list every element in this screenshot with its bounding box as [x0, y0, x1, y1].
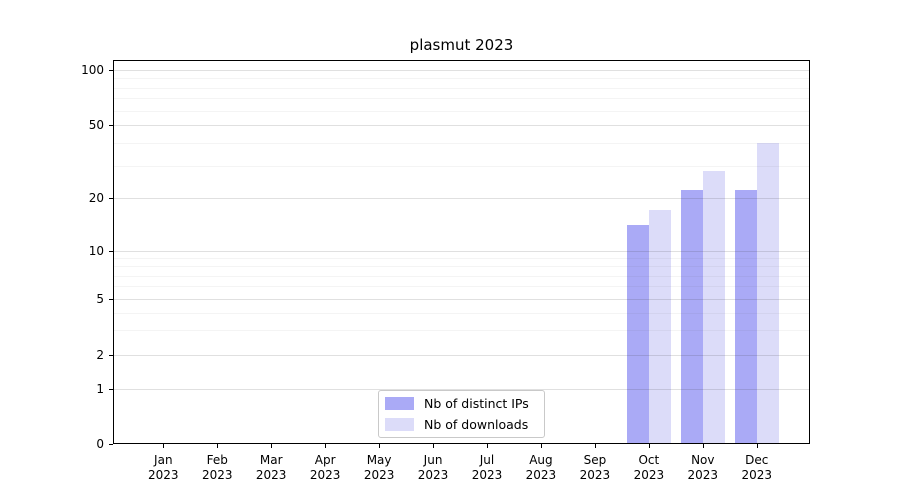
plot-area — [113, 60, 810, 444]
y-tick-label-100: 100 — [81, 62, 104, 77]
y-tick-mark-2 — [109, 354, 113, 356]
y-tick-mark-20 — [109, 198, 113, 199]
x-tick-mark-mar — [271, 444, 273, 448]
gridline-minor-6 — [113, 286, 810, 288]
y-tick-label-1: 1 — [96, 381, 104, 396]
gridline-minor-90 — [113, 78, 810, 80]
gridline-minor-8 — [113, 266, 810, 268]
bar-downloads-oct — [648, 210, 671, 444]
x-tick-mark-nov — [702, 444, 704, 448]
x-tick-label-may: May 2023 — [363, 453, 395, 482]
gridline-minor-30 — [113, 165, 810, 167]
legend-item-0: Nb of distinct IPs — [385, 395, 536, 413]
x-tick-mark-jul — [487, 444, 488, 448]
x-tick-mark-may — [379, 444, 381, 448]
bar-distinct-ips-oct — [627, 225, 649, 444]
gridline-minor-60 — [113, 110, 810, 112]
x-tick-label-apr: Apr 2023 — [309, 453, 341, 482]
gridline-100 — [113, 69, 810, 71]
gridline-2 — [113, 354, 810, 356]
x-tick-label-sep: Sep 2023 — [579, 453, 611, 482]
x-tick-mark-oct — [648, 444, 650, 448]
y-tick-label-10: 10 — [88, 243, 104, 258]
gridline-minor-70 — [113, 98, 810, 100]
legend-swatch-distinct-ips — [385, 397, 414, 411]
y-tick-mark-50 — [109, 125, 113, 126]
y-tick-label-5: 5 — [96, 292, 104, 306]
bar-downloads-nov — [702, 171, 725, 444]
gridline-minor-7 — [113, 275, 810, 277]
y-tick-label-20: 20 — [88, 191, 104, 205]
legend-label-distinct-ips: Nb of distinct IPs — [424, 396, 529, 412]
x-tick-mark-jan — [163, 444, 165, 448]
x-tick-label-oct: Oct 2023 — [633, 453, 665, 482]
chart-title: plasmut 2023 — [409, 36, 514, 54]
x-tick-label-dec: Dec 2023 — [741, 453, 773, 482]
x-tick-label-aug: Aug 2023 — [525, 453, 557, 482]
x-tick-mark-feb — [217, 444, 219, 448]
gridline-1 — [113, 388, 810, 390]
legend-item-1: Nb of downloads — [385, 416, 536, 434]
bar-downloads-dec — [756, 142, 779, 444]
bar-distinct-ips-nov — [681, 190, 703, 444]
gridline-minor-40 — [113, 142, 810, 144]
x-tick-label-feb: Feb 2023 — [201, 453, 233, 482]
y-tick-mark-100 — [109, 69, 113, 71]
gridline-50 — [113, 125, 810, 126]
y-tick-label-2: 2 — [96, 347, 104, 362]
x-tick-label-jun: Jun 2023 — [417, 453, 449, 482]
legend: Nb of distinct IPs Nb of downloads — [378, 390, 545, 438]
x-tick-label-jan: Jan 2023 — [148, 453, 179, 482]
y-tick-mark-1 — [109, 388, 113, 390]
x-tick-label-jul: Jul 2023 — [471, 453, 503, 482]
x-tick-mark-apr — [325, 444, 327, 448]
legend-label-downloads: Nb of downloads — [424, 416, 529, 432]
x-tick-mark-sep — [594, 444, 596, 448]
x-tick-label-mar: Mar 2023 — [255, 453, 287, 482]
gridline-minor-4 — [113, 312, 810, 314]
x-tick-label-nov: Nov 2023 — [687, 453, 719, 482]
gridline-10 — [113, 250, 810, 252]
legend-swatch-downloads — [385, 417, 414, 431]
y-tick-mark-5 — [109, 299, 113, 300]
gridline-20 — [113, 198, 810, 199]
x-tick-mark-aug — [540, 444, 542, 448]
x-tick-mark-jun — [433, 444, 435, 448]
y-tick-label-0: 0 — [96, 437, 104, 451]
y-tick-label-50: 50 — [88, 118, 104, 132]
y-tick-mark-10 — [109, 250, 113, 252]
x-tick-mark-dec — [756, 444, 758, 448]
gridline-5 — [113, 299, 810, 300]
y-tick-mark-0 — [109, 444, 113, 445]
gridline-minor-3 — [113, 330, 810, 332]
gridline-minor-80 — [113, 87, 810, 89]
gridline-minor-9 — [113, 258, 810, 260]
bar-distinct-ips-dec — [734, 190, 757, 444]
